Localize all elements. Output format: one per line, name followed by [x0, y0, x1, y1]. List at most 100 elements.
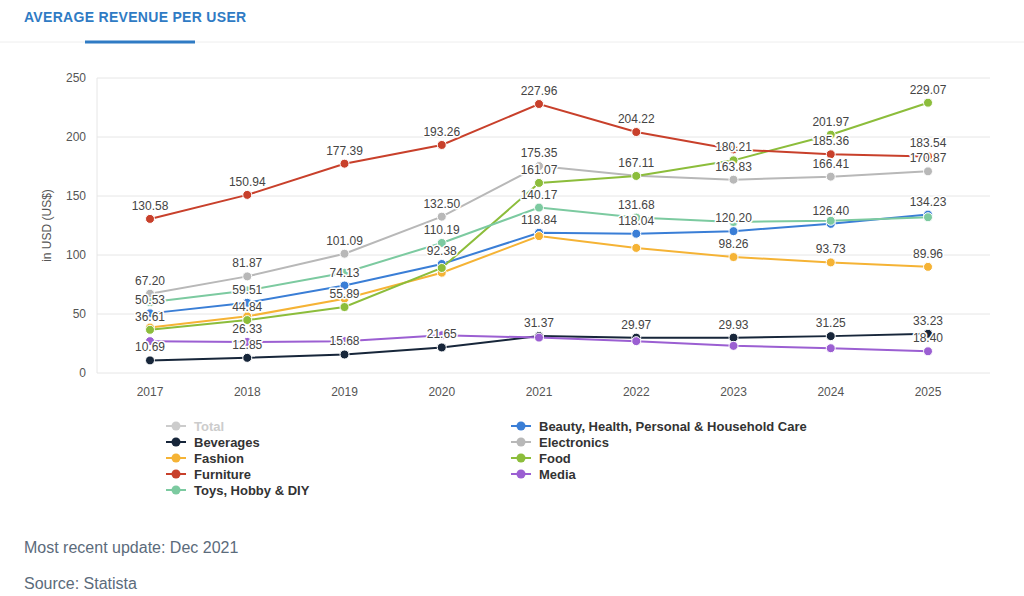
data-label: 132.50 — [423, 197, 460, 211]
data-label: 180.21 — [715, 140, 752, 154]
legend-item: Furniture — [166, 467, 251, 482]
data-label: 167.11 — [618, 156, 654, 170]
data-label: 101.09 — [326, 234, 363, 248]
legend-marker — [172, 470, 181, 479]
series-point — [632, 128, 641, 137]
legend-item: Media — [511, 467, 577, 482]
data-label: 193.26 — [423, 125, 460, 139]
legend-label: Beverages — [194, 435, 260, 450]
series-group — [146, 98, 933, 365]
x-tick-label: 2022 — [623, 385, 650, 399]
series-point — [826, 172, 835, 181]
legend-item: Food — [511, 451, 571, 466]
y-tick-label: 200 — [66, 130, 86, 144]
series-point — [826, 258, 835, 267]
x-tick-label: 2021 — [526, 385, 553, 399]
series-line — [150, 215, 928, 314]
data-labels: 50.5359.5174.1392.38118.84118.04120.2012… — [132, 83, 947, 355]
data-label: 92.38 — [427, 244, 457, 258]
grid-line — [97, 137, 990, 138]
data-label: 93.73 — [816, 242, 846, 256]
x-tick-label: 2020 — [428, 385, 455, 399]
series-point — [437, 140, 446, 149]
data-label: 140.17 — [521, 188, 558, 202]
series-point — [729, 253, 738, 262]
series-point — [924, 98, 933, 107]
data-label: 33.23 — [913, 314, 943, 328]
title-underline — [85, 41, 195, 44]
data-label: 163.83 — [715, 160, 752, 174]
legend-item: Toys, Hobby & DIY — [166, 483, 310, 498]
grid-line — [97, 255, 990, 256]
series-point — [243, 272, 252, 281]
series-point — [437, 212, 446, 221]
data-label: 131.68 — [618, 198, 655, 212]
data-label: 12.85 — [232, 338, 262, 352]
data-label: 229.07 — [910, 83, 947, 97]
data-label: 10.69 — [135, 340, 165, 354]
data-label: 55.89 — [329, 287, 359, 301]
series-point — [632, 243, 641, 252]
data-label: 130.58 — [132, 199, 169, 213]
y-tick-label: 100 — [66, 248, 86, 262]
series-point — [924, 167, 933, 176]
data-label: 118.84 — [521, 213, 557, 227]
data-label: 118.04 — [618, 214, 654, 228]
series-point — [826, 332, 835, 341]
data-label: 44.84 — [232, 300, 262, 314]
grid-line — [97, 373, 990, 374]
data-label: 67.20 — [135, 274, 165, 288]
legend-marker — [517, 438, 526, 447]
data-label: 110.19 — [424, 223, 460, 237]
series-point — [826, 344, 835, 353]
x-tick-label: 2019 — [331, 385, 358, 399]
series-point — [535, 100, 544, 109]
series-point — [340, 303, 349, 312]
x-tick-label: 2017 — [137, 385, 164, 399]
data-label: 18.40 — [913, 331, 943, 345]
series-point — [924, 213, 933, 222]
data-label: 134.23 — [910, 195, 947, 209]
series-point — [924, 262, 933, 271]
series-point — [632, 171, 641, 180]
series-point — [535, 232, 544, 241]
legend-marker — [517, 470, 526, 479]
legend-marker — [517, 454, 526, 463]
data-label: 98.26 — [718, 237, 748, 251]
data-label: 50.53 — [135, 293, 165, 307]
legend-label: Electronics — [539, 435, 609, 450]
y-tick-label: 50 — [73, 307, 87, 321]
data-label: 15.68 — [329, 334, 359, 348]
legend-label: Media — [539, 467, 577, 482]
y-tick-label: 250 — [66, 71, 86, 85]
data-label: 89.96 — [913, 247, 943, 261]
series-point — [632, 171, 641, 180]
series-point — [729, 333, 738, 342]
title-separator — [0, 42, 1024, 43]
data-label: 81.87 — [232, 256, 262, 270]
chart: AVERAGE REVENUE PER USER050100150200250i… — [0, 0, 1024, 596]
legend-label: Fashion — [194, 451, 244, 466]
series-point — [535, 178, 544, 187]
legend-item: Fashion — [166, 451, 244, 466]
data-label: 36.61 — [135, 310, 165, 324]
data-label: 161.07 — [521, 163, 558, 177]
data-label: 29.97 — [621, 318, 651, 332]
series-line — [150, 208, 928, 303]
series-point — [340, 249, 349, 258]
legend-label: Total — [194, 419, 224, 434]
data-label: 74.13 — [329, 266, 359, 280]
footer-text: Most recent update: Dec 2021 — [24, 539, 238, 556]
legend-label: Toys, Hobby & DIY — [194, 483, 310, 498]
series-point — [243, 190, 252, 199]
legend-item: Beauty, Health, Personal & Household Car… — [511, 419, 807, 434]
series-point — [729, 175, 738, 184]
legend-label: Furniture — [194, 467, 251, 482]
data-label: 21.65 — [427, 327, 457, 341]
series-line — [150, 166, 928, 294]
y-tick-label: 150 — [66, 189, 86, 203]
data-label: 29.93 — [718, 318, 748, 332]
series-point — [632, 229, 641, 238]
legend-marker — [172, 486, 181, 495]
data-label: 170.87 — [910, 151, 947, 165]
